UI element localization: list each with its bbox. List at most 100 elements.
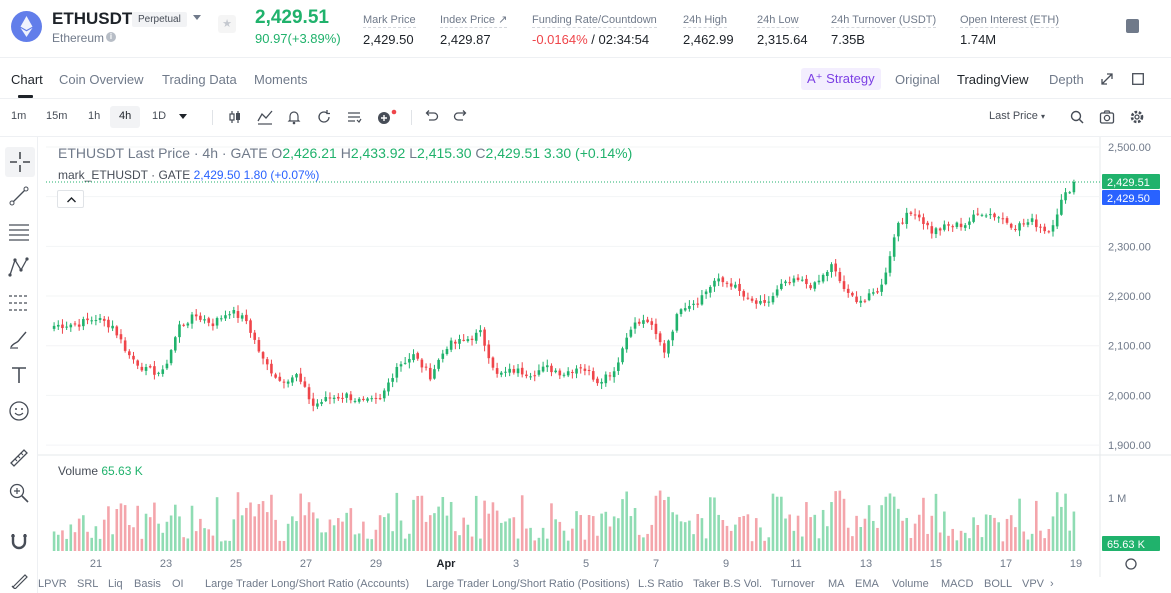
collapse-legend-button[interactable] [57,190,84,208]
info-icon[interactable]: i [106,32,116,42]
stat-24h-low: 24h Low 2,315.64 [757,14,808,47]
candle-body [253,332,257,340]
indicator-macd[interactable]: MACD [941,578,974,590]
indicator-oi[interactable]: OI [172,578,184,590]
volume-bar [980,537,984,551]
indicators-icon[interactable] [257,109,273,125]
candle-body [663,343,666,353]
fib-retracement-icon[interactable] [8,292,30,314]
candle-body [303,381,307,387]
candle-body [951,226,954,228]
volume-bar [955,540,959,551]
search-icon[interactable] [1069,109,1085,125]
interval-dropdown-icon[interactable] [179,114,187,119]
candles-icon[interactable] [227,109,243,125]
zoom-in-icon[interactable] [8,482,30,504]
price-chart[interactable]: 2,500.002,400.002,300.002,200.002,100.00… [38,137,1171,577]
indicator-vpv[interactable]: VPV [1022,578,1045,590]
lock-drawings-icon[interactable] [9,569,29,589]
tab-moments[interactable]: Moments [254,72,308,87]
candle-body [174,337,177,351]
volume-bar [897,508,900,551]
camera-icon[interactable] [1099,109,1115,125]
view-original[interactable]: Original [895,72,940,87]
candle-body [148,366,152,368]
interval-15m[interactable]: 15m [46,110,68,122]
pattern-icon[interactable] [8,256,30,278]
interval-1h[interactable]: 1h [88,110,101,122]
magnet-icon[interactable] [8,530,30,552]
indicator-srl[interactable]: SRL [77,578,99,590]
candle-body [579,367,583,369]
view-depth[interactable]: Depth [1049,72,1084,87]
add-indicator-icon[interactable] [376,109,398,125]
redo-icon[interactable] [453,109,469,125]
tab-coin-overview[interactable]: Coin Overview [59,72,144,87]
indicator-ema[interactable]: EMA [855,578,879,590]
settings-list-icon[interactable] [346,109,362,125]
view-tradingview[interactable]: TradingView [957,72,1029,87]
favorite-star-icon[interactable]: ★ [218,15,236,33]
volume-bar [863,518,867,551]
more-indicators-chevron-icon[interactable]: › [1050,578,1054,590]
indicator-boll[interactable]: BOLL [984,578,1013,590]
candle-body [1030,218,1034,222]
tab-chart[interactable]: Chart [11,72,43,87]
date-tick-label: 27 [300,558,312,570]
candle-body [332,397,336,399]
ruler-icon[interactable] [8,447,30,469]
tab-trading-data[interactable]: Trading Data [162,72,237,87]
fullscreen-icon[interactable] [1132,73,1144,85]
indicator-volume[interactable]: Volume [892,578,929,590]
volume-bar [621,499,624,551]
brush-icon[interactable] [8,328,30,350]
interval-1m[interactable]: 1m [11,110,27,122]
horizontal-lines-icon[interactable] [8,221,30,243]
gear-icon[interactable] [1129,109,1145,125]
replay-icon[interactable] [316,109,332,125]
expand-icon[interactable] [1101,73,1113,85]
crosshair-tool[interactable] [5,147,35,177]
candle-body [165,363,169,369]
candle-body [696,303,700,305]
volume-bar [1005,518,1009,551]
candle-body [600,381,603,384]
volume-bar [922,497,925,551]
candle-body [86,318,89,321]
indicator-ls-ratio[interactable]: L.S Ratio [638,578,684,590]
symbol-name[interactable]: ETHUSDT [52,9,133,28]
book-icon[interactable] [1126,19,1139,33]
volume-bar [236,492,240,551]
price-source-select[interactable]: Last Price ▾ [989,110,1045,122]
volume-bar [328,519,332,551]
symbol-dropdown-caret-icon[interactable] [193,15,201,20]
date-tick-label: 21 [90,558,102,570]
indicator-turnover[interactable]: Turnover [771,578,815,590]
volume-bar [265,512,269,551]
alert-bell-icon[interactable] [286,109,302,125]
volume-bar [1018,498,1021,551]
interval-1d[interactable]: 1D [152,110,167,122]
emoji-icon[interactable] [8,400,30,422]
volume-bar [617,518,620,551]
indicator-basis[interactable]: Basis [134,578,161,590]
indicator-ma[interactable]: MA [828,578,845,590]
interval-4h[interactable]: 4h [119,110,132,122]
candle-body [1047,231,1051,233]
volume-bar [1047,528,1051,551]
indicator-taker-bs-vol[interactable]: Taker B.S Vol. [693,578,763,590]
indicator-lt-ratio-positions[interactable]: Large Trader Long/Short Ratio (Positions… [426,578,630,590]
indicator-liq[interactable]: Liq [108,578,123,590]
candle-body [291,377,294,383]
indicator-lt-ratio-accounts[interactable]: Large Trader Long/Short Ratio (Accounts) [205,578,410,590]
candle-body [437,359,440,369]
indicator-lpvr[interactable]: LPVR [38,578,67,590]
text-tool-icon[interactable] [8,364,30,386]
undo-icon[interactable] [423,109,439,125]
stat-index-price[interactable]: Index Price ↗ 2,429.87 [440,14,508,47]
volume-bar [504,521,507,551]
mark-legend-change: 1.80 (+0.07%) [243,168,320,182]
trendline-icon[interactable] [8,185,30,207]
volume-bar [1055,492,1059,551]
strategy-button[interactable]: A⁺ Strategy [801,68,881,90]
